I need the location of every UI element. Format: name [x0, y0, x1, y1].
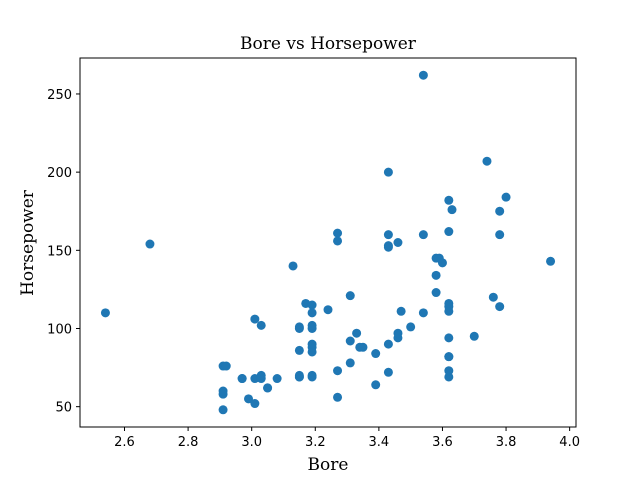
data-point — [307, 300, 317, 310]
x-tick-label: 2.6 — [114, 435, 135, 450]
data-point — [418, 70, 428, 80]
data-point — [383, 241, 393, 251]
data-point — [469, 331, 479, 341]
data-point — [345, 336, 355, 346]
data-point — [358, 342, 368, 352]
data-point — [221, 361, 231, 371]
data-point — [396, 306, 406, 316]
data-point — [333, 236, 343, 246]
data-point — [444, 195, 454, 205]
data-point — [307, 339, 317, 349]
data-point — [345, 358, 355, 368]
x-axis-ticks: 2.6 2.8 3.0 3.2 3.4 3.6 3.8 4.0 — [114, 427, 580, 450]
data-point — [495, 302, 505, 312]
data-point — [256, 320, 266, 330]
data-point — [307, 320, 317, 330]
x-tick-label: 3.0 — [241, 435, 262, 450]
data-point — [418, 230, 428, 240]
data-point — [145, 239, 155, 249]
data-point — [444, 333, 454, 343]
data-point — [237, 374, 247, 384]
data-point — [250, 314, 260, 324]
data-point — [447, 205, 457, 215]
x-tick-label: 4.0 — [559, 435, 580, 450]
data-point — [431, 288, 441, 298]
data-point — [272, 374, 282, 384]
data-point — [444, 372, 454, 382]
data-point — [345, 291, 355, 301]
data-point — [244, 394, 254, 404]
y-axis-label: Horsepower — [18, 189, 38, 296]
data-point — [431, 270, 441, 280]
x-tick-label: 3.4 — [369, 435, 390, 450]
data-point — [288, 261, 298, 271]
data-point — [393, 238, 403, 247]
data-point — [393, 328, 403, 338]
data-points — [100, 70, 556, 415]
data-point — [488, 292, 498, 302]
data-point — [352, 328, 362, 338]
data-point — [546, 256, 556, 266]
data-point — [218, 386, 228, 396]
y-axis-ticks: 50 100 150 200 250 — [47, 88, 80, 416]
data-point — [444, 352, 454, 362]
y-tick-label: 200 — [47, 166, 72, 181]
x-tick-label: 2.8 — [178, 435, 199, 450]
data-point — [437, 258, 447, 268]
y-tick-label: 100 — [47, 322, 72, 337]
y-tick-label: 50 — [55, 401, 72, 416]
data-point — [371, 380, 381, 390]
chart-title: Bore vs Horsepower — [240, 34, 417, 54]
data-point — [444, 298, 454, 308]
data-point — [371, 349, 381, 359]
data-point — [495, 230, 505, 240]
data-point — [444, 366, 454, 376]
data-point — [444, 227, 454, 237]
data-point — [406, 322, 416, 332]
data-point — [333, 392, 343, 402]
data-point — [383, 339, 393, 349]
data-point — [482, 156, 492, 166]
y-tick-label: 150 — [47, 244, 72, 259]
data-point — [294, 345, 304, 355]
data-point — [333, 366, 343, 376]
x-tick-label: 3.8 — [496, 435, 517, 450]
data-point — [495, 206, 505, 216]
data-point — [333, 228, 343, 238]
x-tick-label: 3.2 — [305, 435, 326, 450]
data-point — [294, 370, 304, 380]
x-tick-label: 3.6 — [432, 435, 453, 450]
plot-frame — [79, 57, 577, 428]
data-point — [307, 370, 317, 380]
data-point — [501, 192, 511, 202]
data-point — [218, 405, 228, 415]
data-point — [323, 305, 333, 315]
y-tick-label: 250 — [47, 88, 72, 103]
data-point — [294, 322, 304, 332]
data-point — [418, 308, 428, 318]
data-point — [263, 383, 273, 393]
data-point — [307, 308, 317, 318]
data-point — [383, 367, 393, 377]
data-point — [100, 308, 110, 318]
data-point — [383, 167, 393, 177]
data-point — [256, 370, 266, 380]
data-point — [383, 230, 393, 240]
data-point — [250, 399, 260, 409]
x-axis-label: Bore — [308, 455, 349, 475]
